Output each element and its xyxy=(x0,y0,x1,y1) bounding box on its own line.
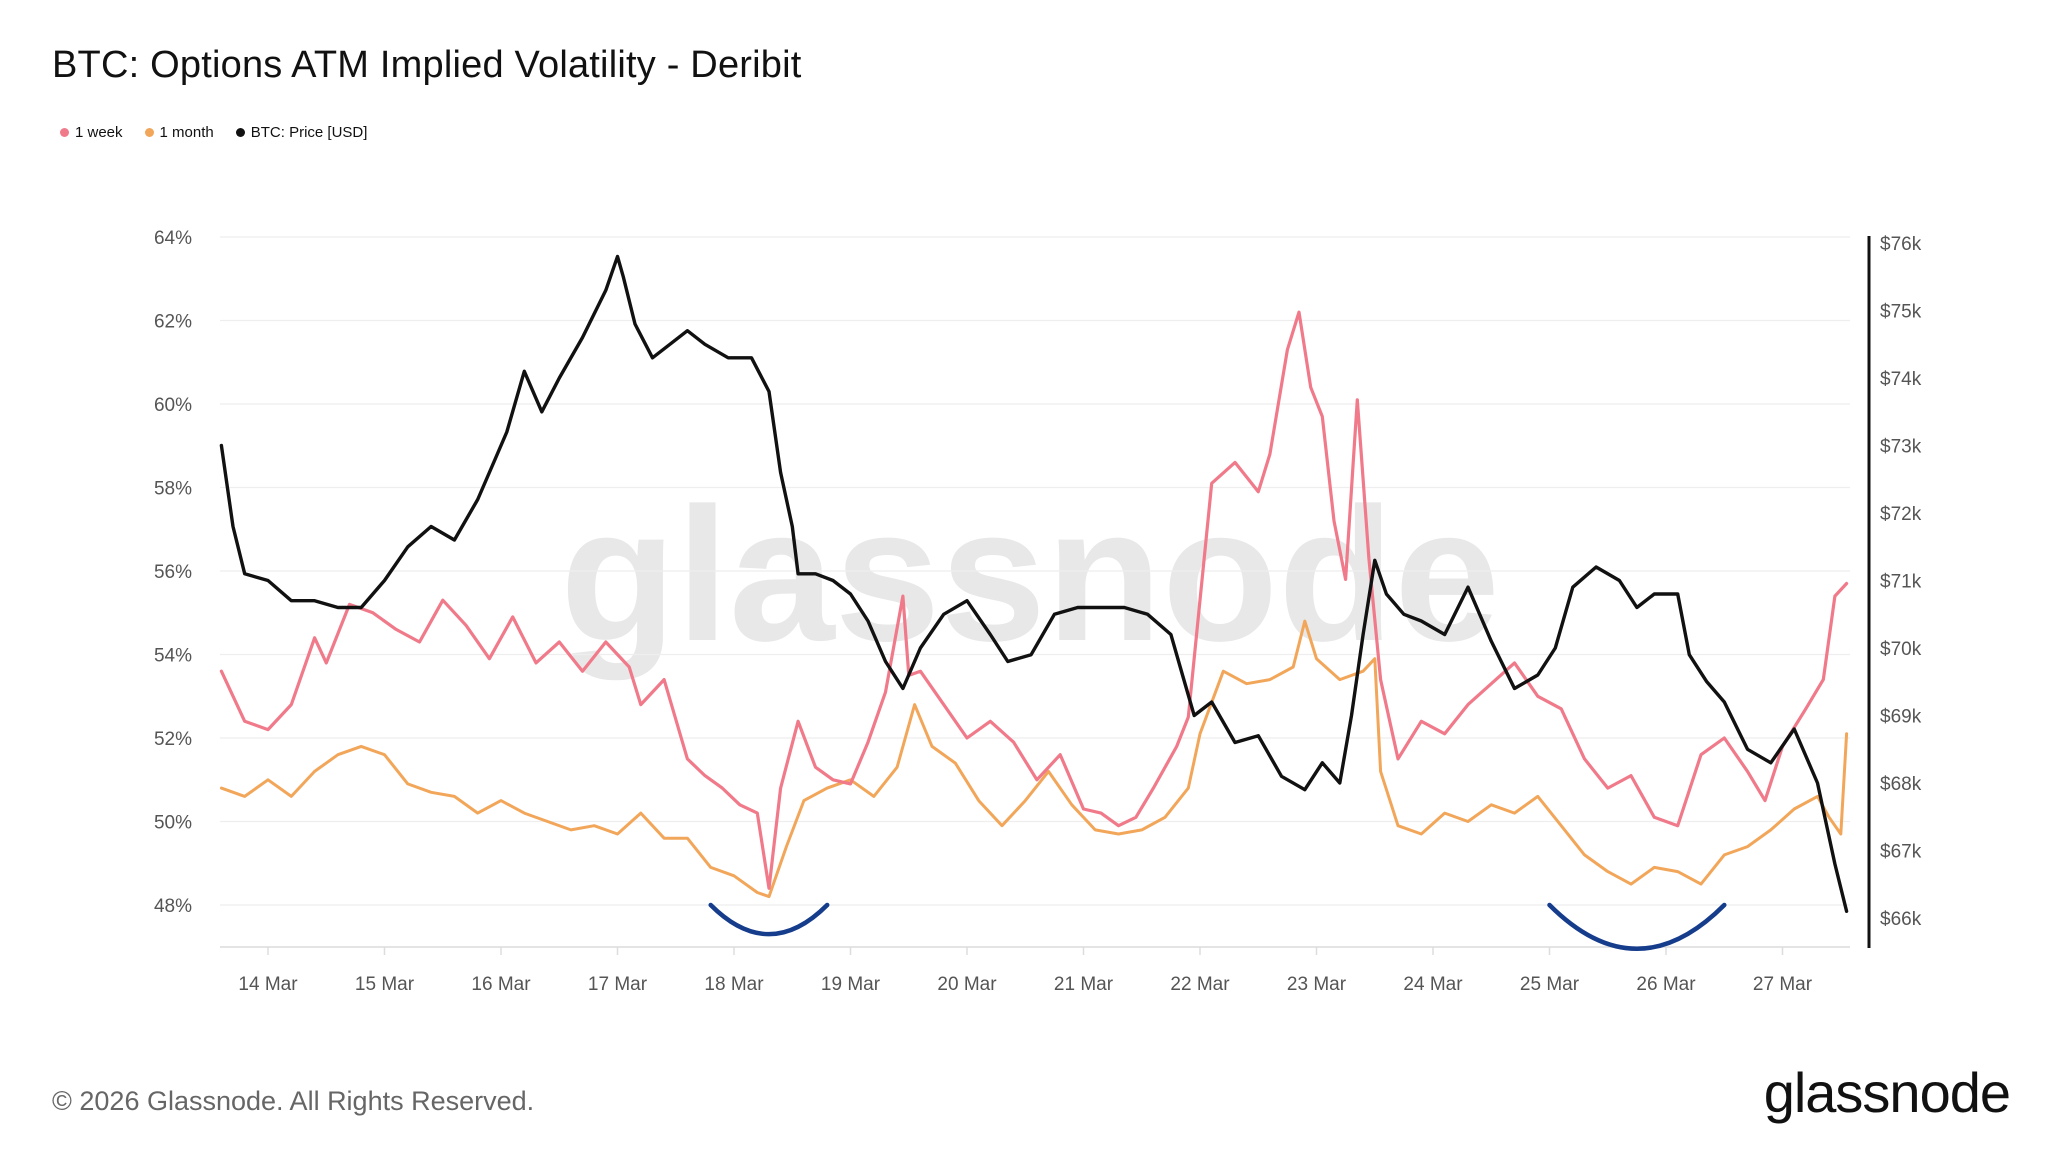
x-tick-label: 24 Mar xyxy=(1403,974,1463,995)
series-line-1-week xyxy=(219,310,1849,890)
legend-dot-btc-price xyxy=(235,128,245,137)
legend-dot-1-week xyxy=(60,128,69,137)
x-tick-label: 27 Mar xyxy=(1753,974,1813,995)
right-tick-label: $73k xyxy=(1880,437,1922,458)
grid-layer xyxy=(220,236,1850,948)
left-tick-label: 48% xyxy=(154,896,192,917)
x-tick-label: 16 Mar xyxy=(471,974,531,995)
right-tick-label: $66k xyxy=(1880,909,1922,930)
x-tick-label: 20 Mar xyxy=(937,974,997,995)
right-tick-label: $74k xyxy=(1880,369,1922,390)
x-tick-label: 22 Mar xyxy=(1170,974,1230,995)
right-tick-label: $68k xyxy=(1880,774,1922,795)
series-line-btc-price xyxy=(219,254,1849,913)
right-tick-label: $69k xyxy=(1880,707,1922,728)
legend-dot-1-month xyxy=(144,128,154,137)
brand-logo: glassnode xyxy=(1763,1061,2011,1124)
x-axis: 14 Mar 15 Mar 16 Mar 17 Mar 18 Mar 19 Mar 20 M… xyxy=(238,947,1813,995)
legend-item-btc-price[interactable]: BTC: Price [USD] xyxy=(235,124,368,141)
x-tick-label: 18 Mar xyxy=(704,974,764,995)
annotation-arc-1 xyxy=(708,902,830,937)
right-tick-label: $72k xyxy=(1880,504,1922,525)
annotation-arc-2 xyxy=(1547,902,1727,951)
right-tick-label: $76k xyxy=(1880,234,1922,255)
legend-label-1-month: 1 month xyxy=(159,124,214,141)
left-tick-label: 50% xyxy=(154,813,192,834)
legend: 1 week 1 month BTC: Price [USD] xyxy=(60,124,367,141)
left-tick-label: 62% xyxy=(154,312,192,333)
annotation-layer xyxy=(708,902,1727,951)
right-tick-label: $70k xyxy=(1880,639,1922,660)
x-tick-label: 15 Mar xyxy=(355,974,415,995)
left-tick-label: 56% xyxy=(154,562,192,583)
left-axis: 48% 50% 52% 54% 56% 58% 60% 62% 64% xyxy=(154,228,192,917)
x-tick-label: 23 Mar xyxy=(1287,974,1347,995)
right-axis: $66k $67k $68k $69k $70k $71k $72k $73k $74k $75k… xyxy=(1867,234,1922,948)
right-tick-label: $67k xyxy=(1880,842,1922,863)
x-tick-label: 26 Mar xyxy=(1636,974,1696,995)
legend-item-1-month[interactable]: 1 month xyxy=(144,124,214,141)
x-tick-label: 19 Mar xyxy=(821,974,881,995)
copyright-footer: © 2026 Glassnode. All Rights Reserved. xyxy=(52,1086,535,1116)
watermark-layer: glassnode xyxy=(560,469,1500,681)
x-tick-label: 21 Mar xyxy=(1054,974,1114,995)
legend-item-1-week[interactable]: 1 week xyxy=(60,124,123,141)
series-layer xyxy=(219,254,1849,913)
chart-title: BTC: Options ATM Implied Volatility - De… xyxy=(52,44,802,86)
chart-watermark: glassnode xyxy=(560,469,1500,681)
left-tick-label: 60% xyxy=(154,395,192,416)
left-tick-label: 58% xyxy=(154,479,192,500)
series-line-1-month xyxy=(219,619,1849,899)
right-tick-label: $75k xyxy=(1880,302,1922,323)
x-tick-label: 25 Mar xyxy=(1520,974,1580,995)
right-tick-label: $71k xyxy=(1880,572,1922,593)
x-tick-label: 17 Mar xyxy=(588,974,648,995)
left-tick-label: 52% xyxy=(154,729,192,750)
legend-label-1-week: 1 week xyxy=(75,124,123,141)
left-tick-label: 64% xyxy=(154,228,192,249)
x-tick-label: 14 Mar xyxy=(238,974,298,995)
legend-label-btc-price: BTC: Price [USD] xyxy=(250,124,368,141)
left-tick-label: 54% xyxy=(154,646,192,667)
